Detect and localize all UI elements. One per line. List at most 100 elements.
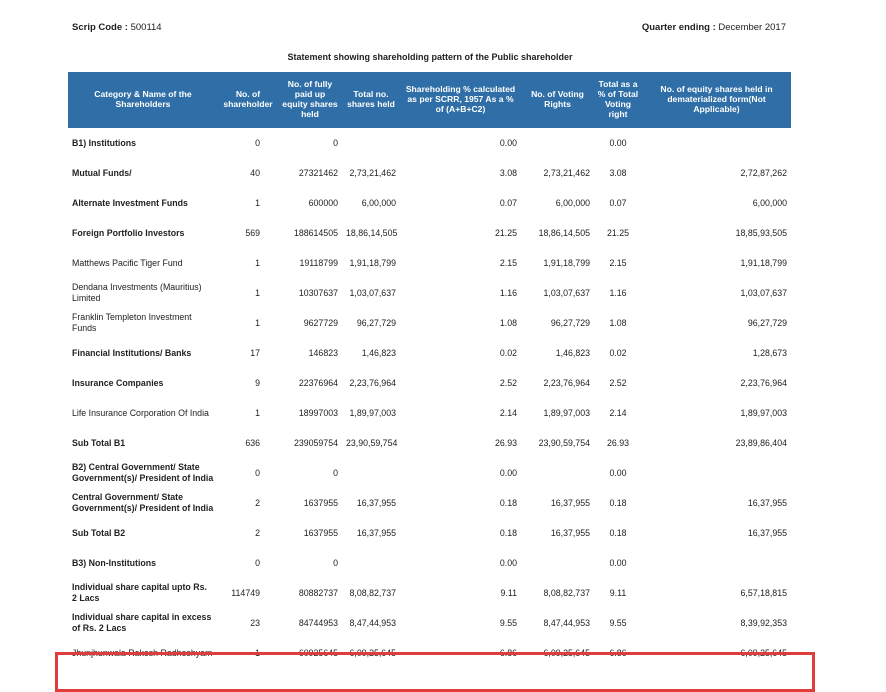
voting-rights-cell: 1,46,823 [555,348,590,358]
fully-paid-cell: 239059754 [293,438,338,448]
shareholders-cell: 0 [255,468,260,478]
shareholding-table: Category & Name of the Shareholders No. … [68,72,791,668]
voting-rights-cell: 1,03,07,637 [543,288,590,298]
fully-paid-cell: 0 [333,468,338,478]
total-shares-cell: 18,86,14,505 [346,228,398,238]
voting-pct-cell: 0.18 [609,528,627,538]
demat-cell: 6,09,25,645 [740,648,787,658]
voting-pct-cell: 1.16 [609,288,627,298]
shareholding-pct-cell: 0.07 [499,198,517,208]
total-shares-cell: 1,46,823 [361,348,396,358]
voting-pct-cell: 0.00 [609,558,627,568]
shareholders-cell: 0 [255,558,260,568]
category-cell: Sub Total B2 [72,527,126,538]
shareholding-pct-cell: 6.86 [499,648,517,658]
total-shares-cell [342,548,400,578]
shareholders-cell: 1 [255,288,260,298]
demat-cell: 1,89,97,003 [740,408,787,418]
demat-cell [642,128,791,158]
table-row: Alternate Investment Funds 1 600000 6,00,00… [68,188,791,218]
demat-cell: 1,91,18,799 [740,258,787,268]
category-cell: Jhunjhunwala Rakesh Radheshyam [72,647,213,658]
col-shareholding-pct: Shareholding % calculated as per SCRR, 1… [400,72,521,128]
table-row: Central Government/ State Government(s)/… [68,488,791,518]
category-cell: Insurance Companies [72,377,164,388]
quarter-ending: Quarter ending : December 2017 [642,22,786,33]
table-header-row: Category & Name of the Shareholders No. … [68,72,791,128]
fully-paid-cell: 600000 [308,198,338,208]
total-shares-cell: 6,00,000 [361,198,396,208]
demat-cell [642,458,791,488]
statement-title: Statement showing shareholding pattern o… [287,52,573,62]
table-row: Matthews Pacific Tiger Fund 1 19118799 1,91… [68,248,791,278]
col-total-shares: Total no. shares held [342,72,400,128]
voting-pct-cell: 3.08 [609,168,627,178]
shareholders-cell: 1 [255,318,260,328]
voting-rights-cell: 6,09,25,645 [543,648,590,658]
category-cell: Individual share capital in excess of Rs… [72,612,212,633]
page-header: Scrip Code : 500114 Quarter ending : Dec… [70,14,786,34]
voting-rights-cell: 2,23,76,964 [543,378,590,388]
demat-cell: 18,85,93,505 [735,228,787,238]
fully-paid-cell: 1637955 [303,528,338,538]
fully-paid-cell: 22376964 [298,378,338,388]
scrip-code-value: 500114 [130,22,162,33]
category-cell: Sub Total B1 [72,437,126,448]
shareholding-pct-cell: 0.00 [499,558,517,568]
shareholders-cell: 1 [255,408,260,418]
total-shares-cell [342,458,400,488]
voting-rights-cell: 1,89,97,003 [543,408,590,418]
shareholders-cell: 114749 [231,588,260,598]
voting-rights-cell: 18,86,14,505 [538,228,590,238]
table-row: Financial Institutions/ Banks 17 146823 1,4… [68,338,791,368]
category-cell: Franklin Templeton Investment Funds [72,312,192,333]
demat-cell: 8,39,92,353 [740,618,787,628]
total-shares-cell: 23,90,59,754 [346,438,398,448]
voting-pct-cell: 0.00 [609,138,627,148]
voting-rights-cell: 8,47,44,953 [543,618,590,628]
voting-pct-cell: 6.86 [609,648,627,658]
col-voting-pct: Total as a % of Total Voting right [594,72,642,128]
category-cell: B1) Institutions [72,137,137,148]
quarter-label: Quarter ending : [641,22,719,33]
shareholding-pct-cell: 2.14 [499,408,517,418]
demat-cell: 96,27,729 [747,318,787,328]
shareholding-pct-cell: 3.08 [499,168,517,178]
total-shares-cell: 16,37,955 [356,498,396,508]
shareholders-cell: 1 [255,198,260,208]
shareholders-cell: 9 [255,378,260,388]
col-demat-shares: No. of equity shares held in demateriali… [642,72,791,128]
fully-paid-cell: 60925645 [298,648,338,658]
voting-rights-cell: 8,08,82,737 [543,588,590,598]
quarter-value: December 2017 [718,22,786,33]
voting-pct-cell: 26.93 [606,438,629,448]
shareholders-cell: 17 [250,348,260,358]
voting-pct-cell: 0.00 [609,468,627,478]
table-row: Dendana Investments (Mauritius) Limited 1… [68,278,791,308]
total-shares-cell: 2,23,76,964 [349,378,396,388]
shareholders-cell: 2 [255,498,260,508]
fully-paid-cell: 84744953 [298,618,338,628]
shareholders-cell: 23 [250,618,260,628]
col-category: Category & Name of the Shareholders [68,72,218,128]
category-cell: Financial Institutions/ Banks [72,347,192,358]
fully-paid-cell: 0 [333,138,338,148]
voting-pct-cell: 1.08 [609,318,627,328]
table-row: Individual share capital in excess of Rs… [68,608,791,638]
shareholding-pct-cell: 9.11 [500,588,517,598]
demat-cell: 1,28,673 [752,348,787,358]
fully-paid-cell: 80882737 [298,588,338,598]
table-row: Individual share capital upto Rs. 2 Lacs… [68,578,791,608]
col-voting-rights: No. of Voting Rights [521,72,594,128]
shareholding-pct-cell: 0.00 [499,468,517,478]
scrip-code-label: Scrip Code : [72,22,131,33]
total-shares-cell: 1,89,97,003 [349,408,396,418]
voting-rights-cell: 16,37,955 [550,528,590,538]
category-cell: B2) Central Government/ State Government… [72,462,214,483]
demat-cell: 16,37,955 [747,498,787,508]
demat-cell: 1,03,07,637 [740,288,787,298]
voting-pct-cell: 0.02 [609,348,627,358]
shareholding-pct-cell: 1.08 [499,318,517,328]
category-cell: Foreign Portfolio Investors [72,227,185,238]
demat-cell: 2,72,87,262 [740,168,787,178]
